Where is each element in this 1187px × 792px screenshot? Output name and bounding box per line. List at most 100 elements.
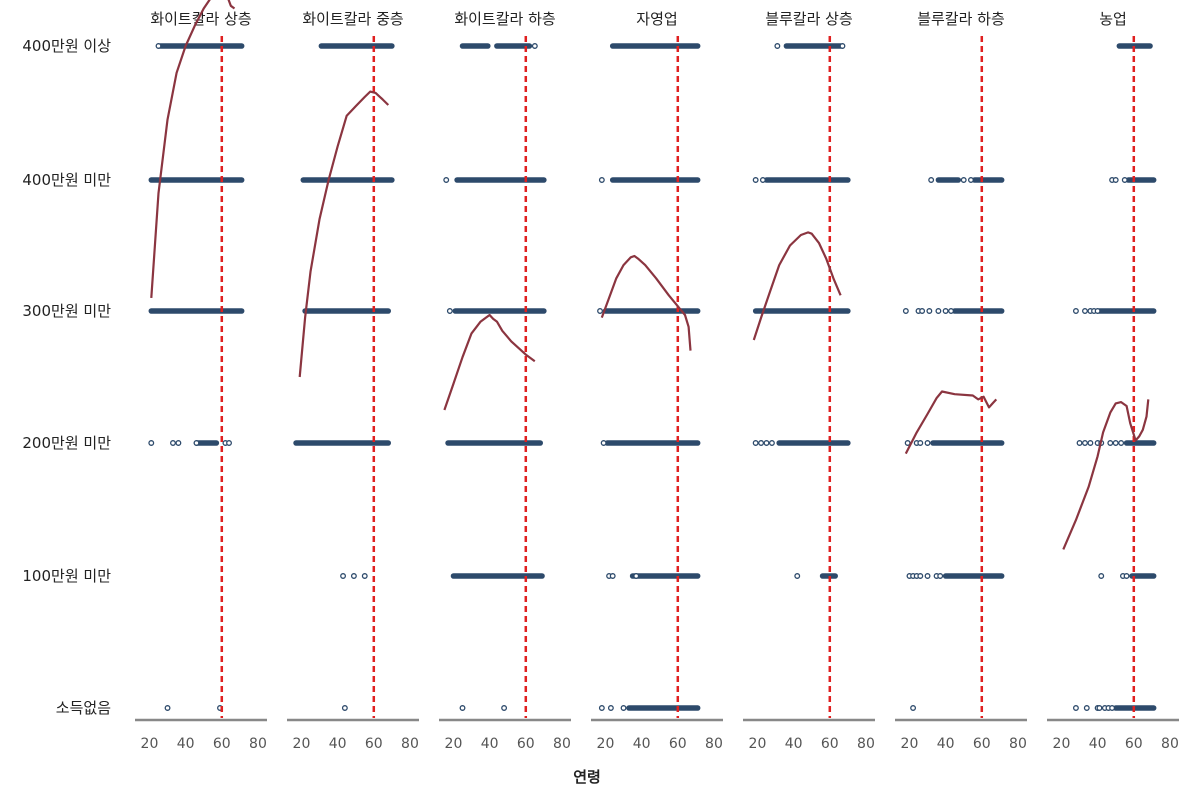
facet-panel: 농업 20 40 60 80	[1047, 10, 1179, 752]
facet-panel: 화이트칼라 상층 20 40 60 80	[135, 0, 267, 752]
data-point	[1096, 705, 1103, 711]
facet-title: 농업	[1099, 10, 1127, 28]
data-point	[170, 440, 176, 446]
x-tick-label: 80	[553, 736, 571, 752]
data-point	[164, 705, 171, 711]
data-point	[633, 573, 640, 579]
x-tick-label: 80	[1161, 736, 1179, 752]
facet-panel: 화이트칼라 중층 20 40 60 80	[287, 10, 419, 752]
x-tick-label: 60	[973, 736, 991, 752]
data-point	[1094, 308, 1101, 314]
data-point	[1109, 705, 1116, 711]
data-point	[1076, 440, 1083, 446]
x-tick-label: 80	[401, 736, 419, 752]
data-point	[917, 440, 924, 446]
y-tick-label: 200만원 미만	[22, 434, 111, 452]
data-point	[1083, 705, 1090, 711]
x-tick-label: 20	[1053, 736, 1071, 752]
facet-panel: 화이트칼라 하층 20 40 60 80	[439, 10, 571, 752]
data-point	[598, 177, 605, 183]
data-point	[967, 177, 974, 183]
data-point	[148, 440, 155, 446]
data-point	[193, 440, 200, 446]
trend-curve	[298, 90, 390, 378]
data-point	[948, 308, 955, 314]
data-point	[774, 43, 781, 49]
x-tick-label: 60	[517, 736, 535, 752]
y-tick-label: 300만원 미만	[22, 302, 111, 320]
data-point	[620, 705, 627, 711]
data-point	[910, 705, 917, 711]
x-tick-label: 40	[329, 736, 347, 752]
data-point	[1107, 440, 1114, 446]
data-point	[935, 308, 942, 314]
data-point	[1112, 177, 1119, 183]
data-point	[928, 177, 935, 183]
data-point	[531, 43, 538, 49]
trend-curve	[904, 390, 998, 455]
facet-title: 화이트칼라 상층	[150, 10, 251, 28]
trend-curve	[150, 0, 236, 298]
data-point	[1123, 573, 1130, 579]
x-tick-label: 20	[141, 736, 159, 752]
facet-title: 블루칼라 하층	[917, 10, 1005, 28]
facet-title: 화이트칼라 하층	[454, 10, 555, 28]
facet-panel: 블루칼라 하층 20 40 60 80	[895, 10, 1027, 752]
facet-title: 화이트칼라 중층	[302, 10, 403, 28]
x-tick-label: 60	[821, 736, 839, 752]
data-point	[917, 573, 924, 579]
x-tick-label: 60	[365, 736, 383, 752]
data-point	[752, 440, 759, 446]
facet-title: 블루칼라 상층	[765, 10, 853, 28]
y-axis-labels: 소득없음 100만원 미만 200만원 미만 300만원 미만 400만원 미만 400만…	[22, 37, 111, 717]
data-point	[960, 177, 967, 183]
x-tick-label: 40	[177, 736, 195, 752]
data-point	[226, 440, 232, 446]
data-point	[919, 308, 926, 314]
data-point	[598, 705, 605, 711]
x-tick-label: 20	[293, 736, 311, 752]
data-point	[1087, 440, 1094, 446]
data-point	[924, 573, 931, 579]
y-tick-label: 400만원 이상	[22, 37, 111, 55]
x-tick-label: 40	[937, 736, 955, 752]
data-point	[501, 705, 508, 711]
data-point	[609, 573, 616, 579]
trend-curve	[443, 313, 536, 411]
facet-panel: 자영업 20 40 60 80	[591, 10, 723, 752]
data-point	[1118, 440, 1125, 446]
x-tick-label: 20	[749, 736, 767, 752]
data-point	[924, 440, 931, 446]
data-point	[361, 573, 368, 579]
data-point	[1098, 573, 1105, 579]
x-tick-label: 20	[597, 736, 615, 752]
facet-panel: 블루칼라 상층 20 40 60 80	[743, 10, 875, 752]
data-point	[597, 308, 603, 314]
facets: 화이트칼라 상층 20 40 60 80 화이트칼라 중층 20 40 60 80 화이트칼라 하층…	[135, 0, 1179, 752]
trend-curve	[600, 254, 692, 351]
data-point	[1082, 440, 1088, 446]
data-point	[942, 308, 949, 314]
data-point	[926, 308, 933, 314]
data-point	[350, 573, 357, 579]
data-point	[902, 308, 909, 314]
x-tick-label: 60	[213, 736, 231, 752]
x-tick-label: 40	[481, 736, 499, 752]
x-tick-label: 40	[1089, 736, 1107, 752]
data-point	[1112, 440, 1119, 446]
x-tick-label: 40	[633, 736, 651, 752]
data-point	[758, 440, 765, 446]
data-point	[839, 43, 846, 49]
data-point	[752, 177, 759, 183]
data-point	[937, 573, 944, 579]
data-point	[1121, 177, 1128, 183]
data-point	[763, 440, 770, 446]
data-point	[1072, 308, 1079, 314]
x-tick-label: 80	[857, 736, 875, 752]
data-point	[904, 440, 911, 446]
x-axis-title: 연령	[573, 768, 601, 786]
data-point	[794, 573, 801, 579]
data-point	[443, 177, 450, 183]
data-point	[340, 573, 347, 579]
data-point	[341, 705, 348, 711]
